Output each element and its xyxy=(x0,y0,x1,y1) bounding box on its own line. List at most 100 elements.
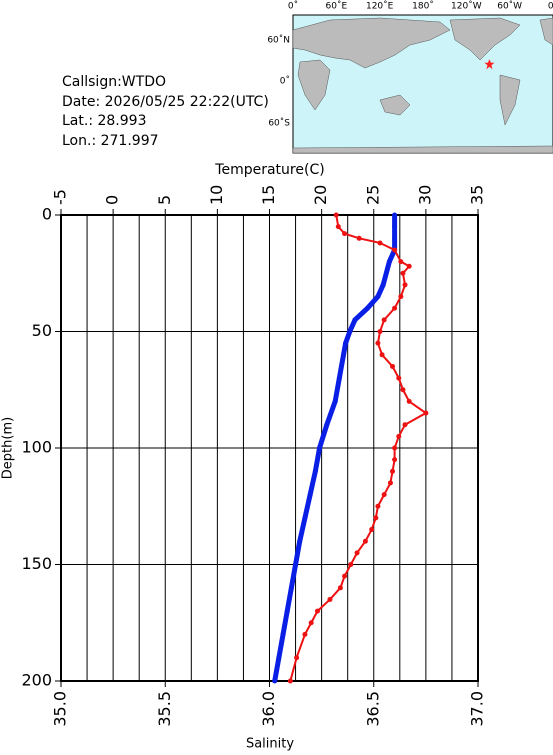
profile-point xyxy=(402,422,408,428)
profile-point xyxy=(332,398,338,404)
profile-point xyxy=(369,527,375,533)
profile-point xyxy=(375,503,381,509)
profile-point xyxy=(308,620,314,626)
y-tick-label: 50 xyxy=(32,321,52,340)
profile-point xyxy=(354,550,360,556)
profile-point xyxy=(352,317,358,323)
profile-point xyxy=(398,259,404,265)
x-tick-label: -5 xyxy=(51,189,70,205)
x-tick-label: 5 xyxy=(155,195,174,205)
profile-point xyxy=(402,282,408,288)
profile-point xyxy=(314,608,320,614)
map-lat-label: 60˚N xyxy=(267,35,290,46)
profile-point xyxy=(373,515,379,521)
x-tick-label: 30 xyxy=(415,185,434,205)
profile-point xyxy=(312,468,318,474)
lon: Lon.: 271.997 xyxy=(62,133,159,149)
profile-point xyxy=(390,363,396,369)
profile-point xyxy=(280,631,286,637)
x-tick-label: 15 xyxy=(259,185,278,205)
profile-point xyxy=(406,263,412,269)
profile-point xyxy=(380,282,386,288)
x-tick-label: 0 xyxy=(103,195,122,205)
map-lon-label: 120˚W xyxy=(451,1,482,12)
x2-tick-label: 35.5 xyxy=(155,691,174,727)
profile-point xyxy=(379,352,385,358)
profile-point xyxy=(377,240,383,246)
profile-point xyxy=(377,329,383,334)
profile-point xyxy=(400,270,406,276)
profile-point xyxy=(276,655,282,661)
profile-point xyxy=(317,445,323,451)
profile-point xyxy=(375,340,381,346)
profile-point xyxy=(333,212,339,218)
profile-point xyxy=(347,329,353,334)
x2-axis-title: Salinity xyxy=(246,737,294,752)
profile-point xyxy=(342,231,348,237)
profile-point xyxy=(302,515,308,521)
profile-point xyxy=(284,608,290,614)
profile-point xyxy=(381,317,387,323)
profile-point xyxy=(392,247,398,253)
x-tick-label: 20 xyxy=(311,185,330,205)
map-lon-label: 0˚ xyxy=(288,1,298,12)
profile-point xyxy=(386,259,392,265)
map-lon-label: 60˚E xyxy=(326,1,348,12)
profile-point xyxy=(396,433,402,439)
profile-point xyxy=(392,224,398,230)
y-tick-label: 100 xyxy=(21,438,52,457)
profile-point xyxy=(335,224,341,230)
y-tick-label: 150 xyxy=(21,554,52,573)
profile-point xyxy=(288,585,294,591)
profile-point xyxy=(396,375,402,381)
profile-point xyxy=(297,538,303,544)
profile-point xyxy=(343,340,349,346)
world-map xyxy=(292,14,553,154)
map-lat-label: 60˚S xyxy=(268,118,290,129)
profile-point xyxy=(341,352,347,358)
profile-point xyxy=(272,678,278,684)
profile-point xyxy=(392,235,398,241)
x2-tick-label: 37.0 xyxy=(468,691,487,727)
profile-point xyxy=(423,410,429,416)
map-lon-label: 0˚ xyxy=(548,1,553,12)
profile-point xyxy=(348,562,354,567)
profile-point xyxy=(287,678,293,684)
station-marker xyxy=(484,59,495,70)
profile-point xyxy=(392,457,398,463)
profile-point xyxy=(336,375,342,381)
profile-point xyxy=(337,585,343,591)
profile-point xyxy=(364,305,370,311)
profile-point xyxy=(398,294,404,300)
y-axis-title: Depth(m) xyxy=(1,417,16,479)
map-lon-label: 120˚E xyxy=(366,1,394,12)
map-lon-label: 60˚W xyxy=(497,1,522,12)
plot-frame xyxy=(60,214,479,682)
map-land xyxy=(292,17,553,154)
profile-point xyxy=(381,492,387,498)
profile-point xyxy=(327,596,333,602)
profile-point xyxy=(392,212,398,218)
x2-tick-label: 35.0 xyxy=(51,691,70,727)
profile-point xyxy=(302,631,308,637)
profile-point xyxy=(392,445,398,451)
x-tick-label: 10 xyxy=(207,185,226,205)
profile-point xyxy=(390,468,396,474)
profile-point xyxy=(293,562,299,567)
y-tick-label: 0 xyxy=(42,205,52,224)
profile-point xyxy=(324,422,330,428)
profile-point xyxy=(294,655,300,661)
callsign: Callsign:WTDO xyxy=(62,74,166,90)
profile-point xyxy=(375,294,381,300)
lat: Lat.: 28.993 xyxy=(62,113,146,129)
map-lat-label: 0˚ xyxy=(280,76,290,87)
profile-point xyxy=(400,387,406,393)
x-tick-label: 35 xyxy=(468,185,487,205)
x-axis-title: Temperature(C) xyxy=(214,162,324,178)
profile-point xyxy=(392,305,398,311)
profile-point xyxy=(406,398,412,404)
y-tick-label: 200 xyxy=(21,671,52,690)
profile-point xyxy=(387,480,393,486)
date: Date: 2026/05/25 22:22(UTC) xyxy=(62,94,269,110)
